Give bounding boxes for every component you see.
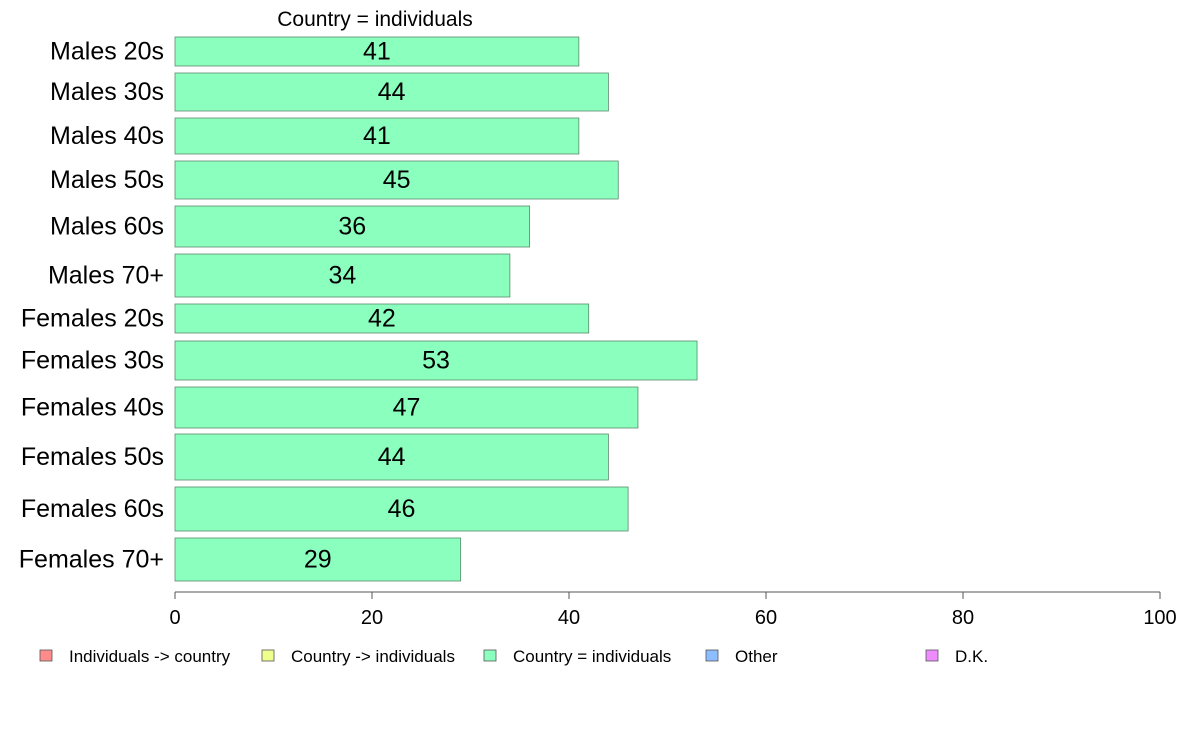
legend-label: Country -> individuals [291, 647, 455, 666]
category-label: Females 40s [21, 394, 164, 422]
category-label: Males 40s [50, 122, 164, 150]
bar [174, 433, 609, 481]
x-axis: 0 20 40 60 80 100 [169, 591, 1177, 629]
legend: Individuals -> country Country -> individ… [39, 647, 988, 666]
bar-value-label: 34 [329, 262, 357, 290]
bar-value-label: 41 [363, 122, 391, 150]
bar-value-label: 44 [378, 443, 406, 471]
bar [174, 253, 511, 298]
category-label: Females 50s [21, 443, 164, 471]
bar-value-label: 36 [338, 213, 366, 241]
x-tick-label: 0 [169, 607, 180, 629]
category-label: Females 30s [21, 347, 164, 375]
category-labels: Males 20s Males 30s Males 40s Males 50s Male… [19, 38, 164, 574]
bar [174, 486, 629, 532]
bar-value-label: 44 [378, 78, 406, 106]
x-tick-label: 40 [558, 607, 580, 629]
bar [174, 205, 531, 248]
category-label: Females 60s [21, 495, 164, 523]
bar-value-label: 29 [304, 546, 332, 574]
legend-label: D.K. [955, 647, 988, 666]
bars [174, 36, 698, 582]
legend-swatch [39, 649, 53, 662]
bar-value-label: 41 [363, 38, 391, 66]
bar-value-label: 46 [388, 495, 416, 523]
category-label: Males 50s [50, 166, 164, 194]
bar-value-label: 53 [422, 347, 450, 375]
x-tick-label: 20 [361, 607, 383, 629]
bar [174, 72, 609, 112]
bar-value-label: 42 [368, 305, 396, 333]
x-tick-label: 60 [755, 607, 777, 629]
bar [174, 340, 698, 381]
legend-label: Country = individuals [513, 647, 671, 666]
bar [174, 117, 580, 155]
bar [174, 386, 639, 429]
legend-swatch [705, 649, 719, 662]
bar-value-label: 47 [393, 394, 421, 422]
bar [174, 303, 590, 334]
legend-swatch [483, 649, 497, 662]
legend-swatch [925, 649, 939, 662]
bar [174, 160, 619, 200]
x-tick-label: 80 [952, 607, 974, 629]
legend-swatch [261, 649, 275, 662]
bar-value-label: 45 [383, 166, 411, 194]
bar [174, 537, 462, 582]
category-label: Males 30s [50, 78, 164, 106]
category-label: Males 70+ [48, 262, 164, 290]
legend-label: Individuals -> country [69, 647, 231, 666]
category-label: Males 60s [50, 213, 164, 241]
legend-label: Other [735, 647, 778, 666]
bar [174, 36, 580, 67]
category-label: Males 20s [50, 38, 164, 66]
x-tick-label: 100 [1143, 607, 1176, 629]
category-label: Females 20s [21, 305, 164, 333]
chart-title: Country = individuals [277, 8, 473, 31]
category-label: Females 70+ [19, 546, 164, 574]
